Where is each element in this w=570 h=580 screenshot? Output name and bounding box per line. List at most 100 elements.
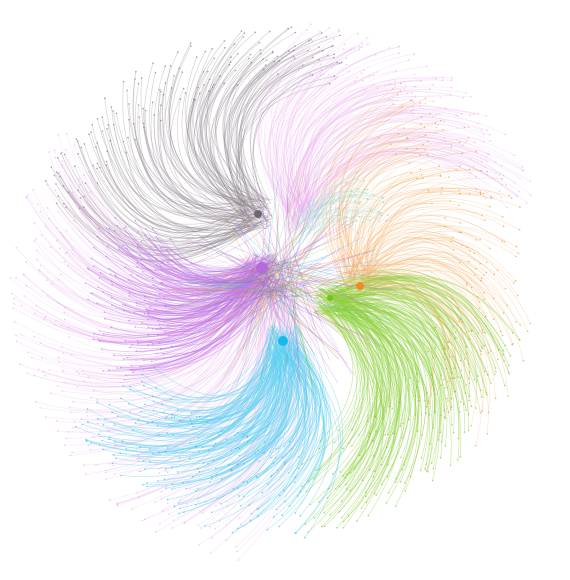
node-gray (67, 191, 70, 193)
node-violet (157, 333, 159, 336)
edge-pink (39, 256, 263, 315)
edge-pink (258, 48, 311, 213)
edge-pink (278, 67, 332, 212)
edge-pink (167, 276, 267, 504)
node-cyan (121, 440, 123, 443)
edge-gray (65, 207, 253, 262)
node-violet (125, 247, 128, 250)
node-gray (262, 58, 264, 60)
edge-cyan (276, 347, 308, 442)
edge-pink (312, 157, 507, 235)
core-edge-pink (209, 189, 288, 297)
node-violet (110, 326, 112, 328)
edge-violet (164, 270, 255, 303)
edge-gray (226, 50, 308, 215)
edge-pink (198, 268, 294, 526)
edge-green (334, 309, 382, 488)
node-cyan (238, 495, 240, 497)
node-orange (439, 175, 442, 177)
node-violet (130, 364, 133, 367)
edge-pink (200, 262, 288, 512)
edge-violet (96, 256, 251, 313)
edge-teal (297, 182, 347, 227)
node-pink (25, 261, 27, 263)
edge-violet (137, 266, 276, 343)
edge-pink (35, 238, 268, 299)
node-violet (149, 341, 151, 343)
edge-orange (351, 200, 503, 280)
edge-orange (361, 226, 477, 285)
edge-cyan (282, 336, 326, 483)
core-edge-gray (206, 283, 284, 307)
edge-violet (150, 246, 271, 273)
core-edge-gray (263, 241, 285, 280)
node-orange (465, 384, 468, 386)
core-edge-violet (264, 294, 319, 298)
node-pink (96, 422, 99, 425)
core-edge-pink (276, 211, 279, 263)
node-gray (151, 101, 154, 104)
node-orange (442, 128, 445, 131)
edge-pink (58, 266, 251, 368)
edge-green (342, 301, 452, 408)
edge-pink (61, 274, 253, 362)
node-violet (162, 352, 165, 355)
edge-gray (192, 48, 269, 205)
edge-pink (294, 135, 446, 231)
edge-cyan (282, 335, 332, 492)
edge-pink (79, 268, 265, 380)
node-orange (440, 192, 443, 194)
node-cyan (239, 505, 242, 507)
node-cyan (128, 402, 130, 405)
core-edge-violet (292, 274, 300, 369)
edge-gray (200, 32, 256, 218)
core-edge-green (289, 265, 300, 314)
node-gray (77, 140, 79, 142)
edge-pink (216, 253, 301, 499)
edge-pink (73, 272, 271, 429)
edge-orange (346, 277, 483, 348)
node-teal (351, 221, 354, 223)
node-cyan (227, 463, 230, 466)
core-edge-green (295, 209, 330, 280)
node-pink (513, 181, 516, 184)
node-orange (459, 261, 461, 264)
node-orange (468, 371, 471, 374)
node-pink (99, 430, 102, 433)
core-edge-violet (275, 288, 299, 309)
edge-green (331, 293, 459, 378)
edge-orange (321, 106, 403, 284)
core-edge-violet (260, 210, 269, 267)
edge-orange (361, 281, 482, 355)
node-pink (171, 527, 174, 529)
edge-orange (348, 277, 449, 382)
edge-gray (201, 53, 247, 201)
core-edge-pink (189, 285, 296, 331)
edge-pink (308, 106, 421, 235)
edge-green (314, 308, 411, 378)
node-gray (234, 69, 237, 72)
node-cyan (113, 454, 115, 456)
node-pink (45, 225, 47, 227)
edge-gray (196, 47, 265, 217)
node-orange (423, 126, 426, 128)
edge-gray (176, 98, 262, 209)
edge-cyan (108, 346, 280, 449)
node-pink (366, 37, 369, 39)
node-orange (515, 280, 517, 282)
edge-pink (78, 179, 271, 280)
edge-green (332, 293, 482, 391)
edge-green (320, 313, 430, 465)
node-gray (106, 127, 108, 130)
node-violet (136, 266, 138, 268)
core-edge-violet (260, 294, 289, 331)
edge-pink (302, 128, 484, 227)
node-pink (98, 444, 101, 447)
node-pink (172, 519, 175, 522)
node-pink (484, 166, 486, 168)
node-cyan (188, 457, 191, 460)
edge-pink (301, 99, 390, 226)
core-edge-violet (283, 250, 372, 275)
edge-pink (290, 110, 457, 229)
node-violet (160, 281, 163, 284)
